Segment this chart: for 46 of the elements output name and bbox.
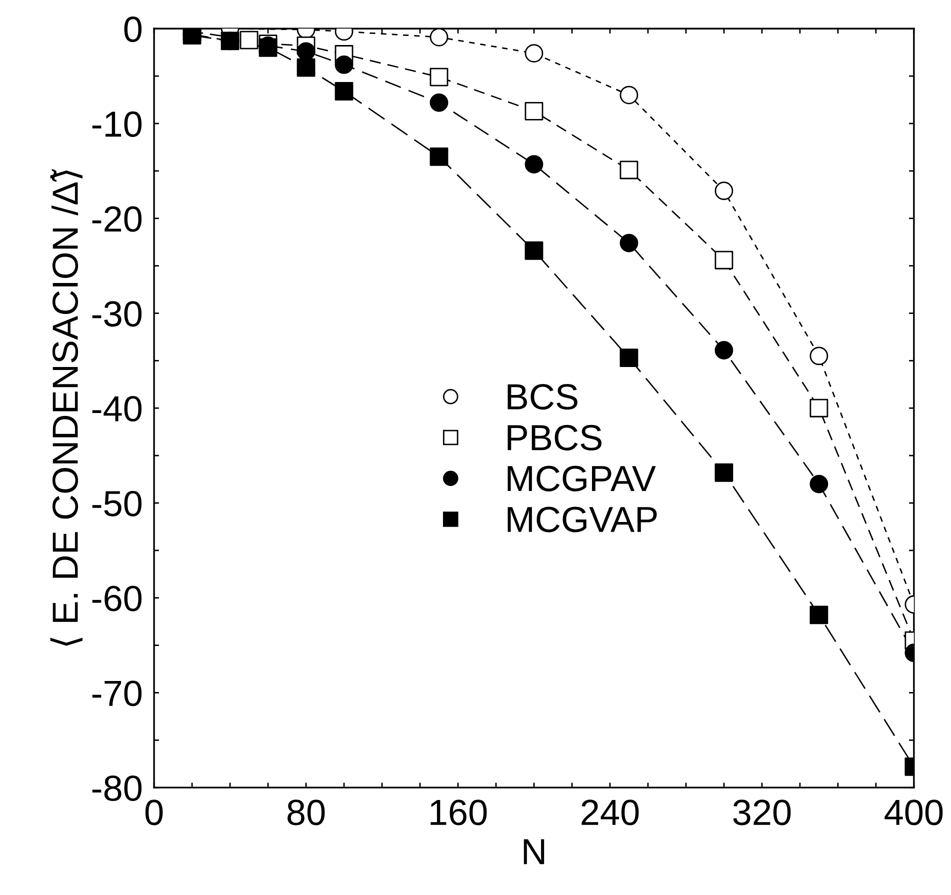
- y-tick-label: 0: [124, 16, 142, 42]
- y-tick-label: -20: [92, 206, 142, 232]
- x-tick-label: 160: [430, 800, 487, 826]
- point: [430, 68, 448, 86]
- point: [810, 346, 828, 366]
- point: [524, 102, 544, 120]
- legend-label: BCS: [508, 384, 578, 410]
- point: [182, 28, 202, 44]
- point: [334, 82, 354, 100]
- point: [620, 86, 638, 104]
- point: [430, 148, 448, 166]
- point: [524, 155, 544, 174]
- y-tick-label: -30: [92, 301, 142, 327]
- point: [714, 250, 734, 270]
- legend-label: PBCS: [508, 424, 602, 450]
- y-tick-label: -10: [92, 111, 142, 137]
- x-axis-title: N: [524, 839, 544, 864]
- y-axis-title: ⟨ E. DE CONDENSACION /Δ̃⟩: [50, 169, 82, 646]
- point: [296, 58, 316, 77]
- point: [714, 463, 734, 482]
- point: [714, 341, 734, 360]
- point: [524, 44, 544, 63]
- point: [334, 55, 354, 74]
- y-tick-label: -40: [92, 396, 142, 422]
- point: [810, 474, 828, 494]
- point: [220, 32, 240, 50]
- point: [620, 160, 638, 180]
- x-tick-label: 320: [733, 800, 791, 826]
- x-tick-label: 80: [288, 800, 325, 826]
- point: [430, 93, 448, 112]
- point: [714, 182, 734, 200]
- legend-label: MCGPAV: [508, 466, 656, 492]
- y-tick-label: -60: [92, 586, 142, 612]
- x-tick-label: 0: [145, 800, 163, 826]
- x-tick-label: 240: [582, 800, 639, 826]
- y-tick-label: -70: [92, 680, 142, 706]
- point: [524, 241, 544, 260]
- y-tick-label: -50: [92, 490, 142, 516]
- point: [810, 606, 828, 624]
- point: [620, 234, 638, 252]
- legend-label: MCGVAP: [508, 506, 657, 532]
- point: [810, 398, 828, 418]
- point: [240, 30, 258, 50]
- y-tick-label: -80: [92, 775, 142, 802]
- point: [620, 348, 638, 368]
- x-tick-label: 400: [884, 800, 943, 826]
